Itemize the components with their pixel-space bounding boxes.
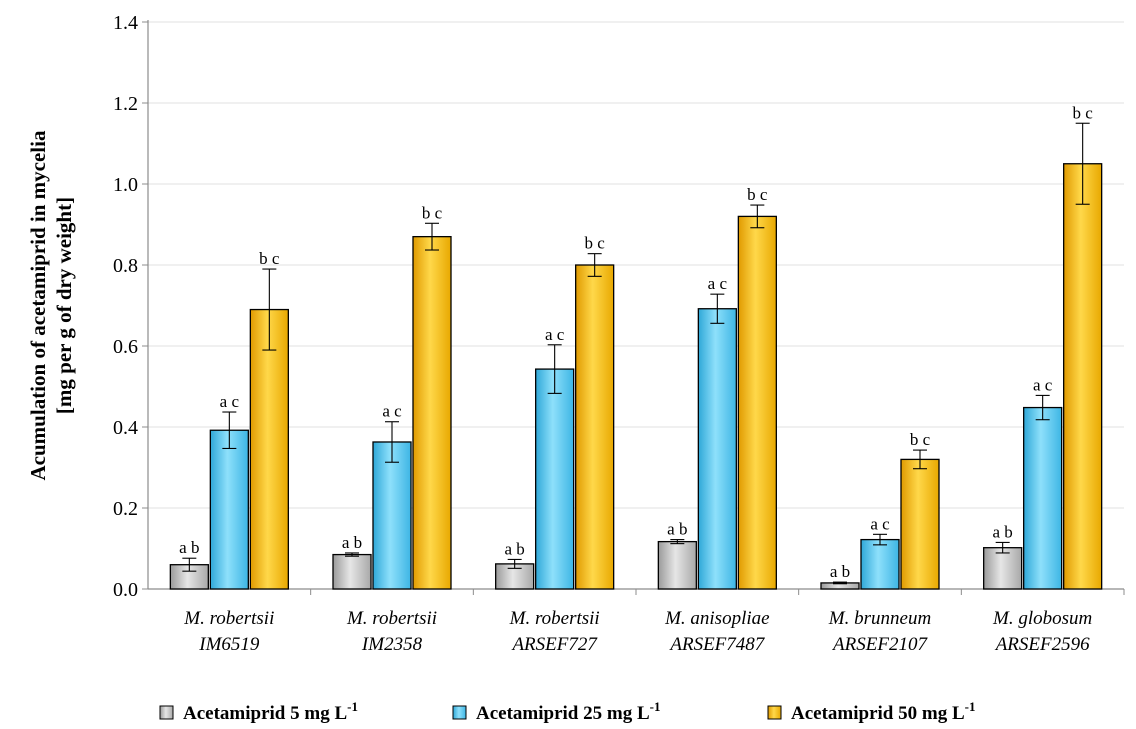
legend: Acetamiprid 5 mg L-1 Acetamiprid 25 mg L-…	[159, 699, 975, 724]
bar	[332, 553, 372, 590]
category-label: ARSEF727	[510, 634, 598, 655]
legend-swatch	[452, 705, 467, 720]
bar	[209, 429, 249, 590]
bar	[249, 308, 289, 590]
legend-swatch	[767, 705, 782, 720]
y-tick-label: 0.0	[113, 579, 138, 601]
category-label: M. anisopliae	[664, 608, 770, 629]
bar	[535, 368, 575, 590]
bar	[697, 308, 737, 590]
y-tick-label: 0.8	[113, 255, 138, 277]
bar	[1063, 163, 1103, 590]
category-label: M. brunneum	[828, 608, 931, 629]
category-label: ARSEF7487	[668, 634, 765, 655]
bar	[983, 547, 1023, 590]
y-axis-title-line: Acumulation of acetamiprid in mycelia	[26, 130, 50, 480]
category-label: IM6519	[198, 634, 260, 655]
category-label: M. robertsii	[183, 608, 274, 629]
y-tick-label: 1.2	[113, 93, 138, 115]
legend-swatch	[159, 705, 174, 720]
significance-label: a c	[870, 514, 890, 533]
labels: a b a c b c M. robertsii IM6519 a b a c b c M. r…	[179, 103, 1093, 655]
y-tick-label: 1.0	[113, 174, 138, 196]
significance-label: a b	[993, 522, 1013, 541]
significance-label: b c	[910, 430, 931, 449]
bar	[1023, 406, 1063, 590]
y-tick-label: 1.4	[113, 12, 138, 34]
significance-label: b c	[747, 185, 768, 204]
bar	[412, 235, 452, 590]
bar	[900, 458, 940, 590]
significance-label: b c	[422, 203, 443, 222]
y-tick-label: 0.6	[113, 336, 138, 358]
y-axis-title-line: [mg per g of dry weight]	[52, 197, 76, 414]
category-label: M. globosum	[992, 608, 1092, 629]
significance-label: a b	[667, 520, 687, 539]
legend-label-sup: -1	[965, 699, 976, 714]
significance-label: a c	[382, 402, 402, 421]
legend-label-sup: -1	[347, 699, 358, 714]
category-label: M. robertsii	[346, 608, 437, 629]
bar	[657, 540, 697, 590]
significance-label: a c	[220, 392, 240, 411]
significance-label: a b	[830, 562, 850, 581]
legend-label-text: Acetamiprid 25 mg L	[476, 703, 650, 724]
legend-label: Acetamiprid 50 mg L-1	[791, 699, 975, 724]
bar	[575, 264, 615, 590]
bar	[737, 215, 777, 590]
y-tick-label: 0.4	[113, 417, 138, 439]
bar	[860, 538, 900, 590]
legend-label: Acetamiprid 25 mg L-1	[476, 699, 660, 724]
significance-label: a c	[708, 274, 728, 293]
category-label: ARSEF2596	[994, 634, 1090, 655]
axes: 0.0 0.2 0.4 0.6 0.8 1.0 1.2 1.4 Acumulation of a…	[26, 12, 1125, 601]
bar	[372, 441, 412, 590]
gridlines	[148, 21, 1124, 509]
significance-label: a b	[342, 533, 362, 552]
category-label: IM2358	[361, 634, 423, 655]
significance-label: a c	[545, 325, 565, 344]
significance-label: a b	[179, 538, 199, 557]
legend-label-text: Acetamiprid 50 mg L	[791, 703, 965, 724]
significance-label: b c	[259, 249, 280, 268]
legend-label-text: Acetamiprid 5 mg L	[183, 703, 347, 724]
legend-label: Acetamiprid 5 mg L-1	[183, 699, 358, 724]
bars	[169, 122, 1103, 590]
category-label: M. robertsii	[509, 608, 600, 629]
significance-label: a c	[1033, 375, 1053, 394]
legend-label-sup: -1	[650, 699, 661, 714]
y-axis-title: Acumulation of acetamiprid in mycelia[mg…	[26, 130, 76, 480]
significance-label: b c	[585, 234, 606, 253]
significance-label: b c	[1073, 103, 1094, 122]
y-tick-label: 0.2	[113, 498, 138, 520]
category-label: ARSEF2107	[831, 634, 928, 655]
significance-label: a b	[505, 539, 525, 558]
